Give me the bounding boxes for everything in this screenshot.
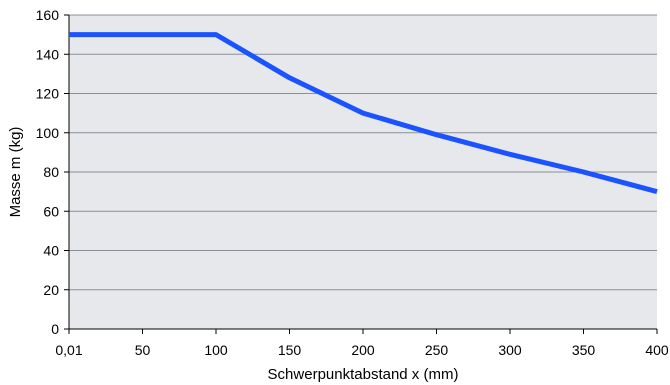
- x-tick-label: 200: [351, 342, 375, 358]
- x-tick-label: 150: [278, 342, 302, 358]
- y-tick-label: 160: [36, 7, 60, 23]
- x-tick-label: 0,01: [55, 342, 82, 358]
- x-tick-label: 250: [425, 342, 449, 358]
- series-line: [69, 32, 658, 195]
- y-tick-label: 80: [43, 164, 59, 180]
- x-axis-label: Schwerpunktabstand x (mm): [268, 366, 459, 383]
- x-tick-label: 350: [572, 342, 596, 358]
- x-tick-label: 100: [204, 342, 228, 358]
- y-tick-label: 60: [43, 203, 59, 219]
- y-axis-label: Masse m (kg): [7, 127, 24, 218]
- y-tick-label: 0: [51, 321, 59, 337]
- y-tick-label: 100: [36, 125, 60, 141]
- x-tick-label: 300: [498, 342, 522, 358]
- x-tick-label: 400: [645, 342, 669, 358]
- x-tick-label: 50: [135, 342, 151, 358]
- y-tick-label: 140: [36, 46, 60, 62]
- y-tick-label: 20: [43, 282, 59, 298]
- y-tick-label: 120: [36, 86, 60, 102]
- y-tick-label: 40: [43, 243, 59, 259]
